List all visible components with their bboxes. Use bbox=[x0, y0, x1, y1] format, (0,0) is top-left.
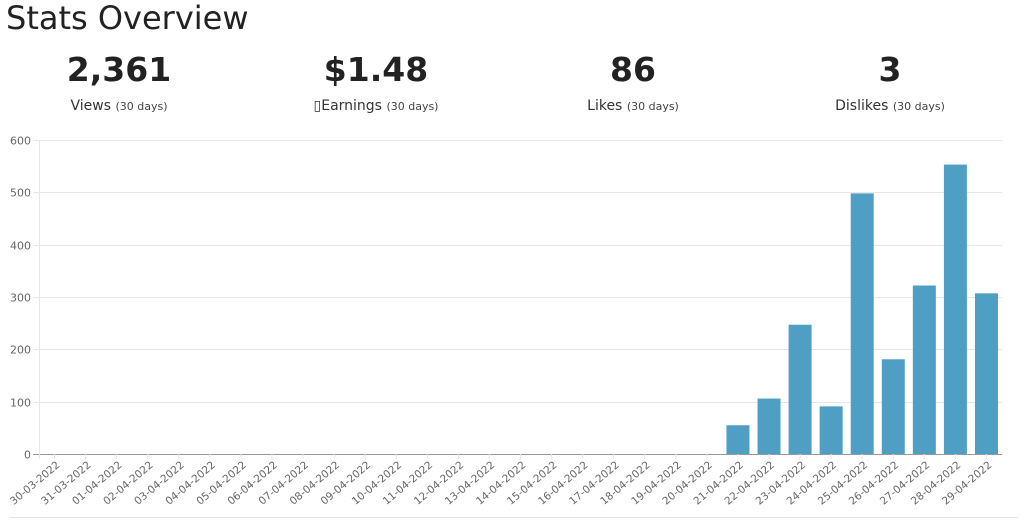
stat-likes-value: 86 bbox=[610, 50, 656, 89]
stat-views-value: 2,361 bbox=[66, 50, 172, 89]
bar-27-04-2022 bbox=[912, 285, 936, 454]
y-tick-label: 300 bbox=[10, 292, 31, 305]
stat-dislikes-value: 3 bbox=[878, 50, 902, 89]
y-tick-label: 400 bbox=[10, 240, 31, 253]
y-tick-label: 200 bbox=[10, 344, 31, 357]
bar-23-04-2022 bbox=[788, 324, 812, 454]
bar-21-04-2022 bbox=[726, 425, 750, 454]
stat-views: 2,361 Views (30 days) bbox=[19, 50, 219, 116]
stat-earnings: $1.48 ▯Earnings (30 days) bbox=[276, 50, 476, 116]
stats-summary: 2,361 Views (30 days) $1.48 ▯Earnings (3… bbox=[0, 50, 1028, 120]
bottom-divider bbox=[10, 517, 1018, 518]
bar-24-04-2022 bbox=[819, 406, 843, 454]
stat-earnings-label-text: ▯Earnings bbox=[313, 98, 382, 114]
stat-earnings-period: (30 days) bbox=[386, 100, 439, 113]
bar-25-04-2022 bbox=[850, 193, 874, 454]
stat-views-label: Views (30 days) bbox=[19, 97, 219, 116]
stat-dislikes: 3 Dislikes (30 days) bbox=[790, 50, 990, 116]
stat-likes-label: Likes (30 days) bbox=[533, 97, 733, 116]
bar-29-04-2022 bbox=[974, 293, 998, 454]
stat-likes-label-text: Likes bbox=[587, 98, 623, 114]
stat-dislikes-label-text: Dislikes bbox=[835, 98, 889, 114]
stat-earnings-value: $1.48 bbox=[323, 50, 429, 89]
bar-22-04-2022 bbox=[757, 398, 781, 454]
page-title: Stats Overview bbox=[6, 0, 249, 37]
stat-dislikes-label: Dislikes (30 days) bbox=[790, 97, 990, 116]
stat-likes-period: (30 days) bbox=[626, 100, 679, 113]
stat-likes: 86 Likes (30 days) bbox=[533, 50, 733, 116]
y-tick-label: 500 bbox=[10, 187, 31, 200]
y-tick-label: 0 bbox=[24, 449, 31, 462]
bar-28-04-2022 bbox=[943, 164, 967, 454]
stat-views-label-text: Views bbox=[70, 98, 112, 114]
y-tick-label: 100 bbox=[10, 397, 31, 410]
y-tick-label: 600 bbox=[10, 135, 31, 148]
stat-earnings-label: ▯Earnings (30 days) bbox=[276, 97, 476, 116]
stat-views-period: (30 days) bbox=[115, 100, 168, 113]
stat-dislikes-period: (30 days) bbox=[892, 100, 945, 113]
bar-26-04-2022 bbox=[881, 359, 905, 454]
daily-views-bar-chart: 010020030040050060030-03-202231-03-20220… bbox=[8, 135, 1002, 508]
